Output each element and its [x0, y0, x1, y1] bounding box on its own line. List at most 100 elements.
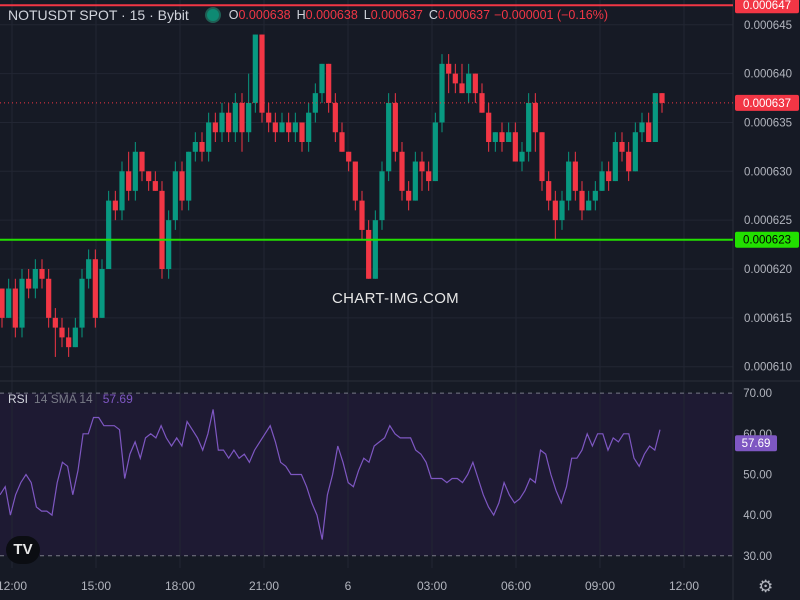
- price-tag-label: 0.000637: [743, 98, 791, 110]
- x-tick-label: 15:00: [81, 579, 111, 593]
- tradingview-logo[interactable]: TV: [6, 536, 40, 564]
- candle-body: [586, 200, 592, 211]
- candle-body: [59, 327, 65, 338]
- candle-body: [199, 142, 205, 152]
- candle-body: [626, 151, 632, 172]
- candle-body: [39, 269, 45, 279]
- rsi-header: RSI 14 SMA 14 57.69: [8, 392, 133, 406]
- candle-body: [419, 161, 425, 172]
- high-value: 0.000638: [305, 8, 358, 22]
- candle-body: [232, 102, 238, 133]
- candle-body: [212, 122, 218, 133]
- price-tag: [735, 231, 799, 248]
- candle-body: [406, 190, 412, 201]
- rsi-tick-label: 40.00: [743, 510, 772, 522]
- rsi-value: 57.69: [102, 392, 133, 406]
- candle-body: [659, 93, 665, 103]
- candle-body: [526, 102, 532, 152]
- candle-body: [552, 200, 558, 221]
- rsi-tick-label: 70.00: [743, 388, 772, 400]
- x-tick-label: 09:00: [585, 579, 615, 593]
- candle-body: [539, 132, 545, 182]
- candle-body: [612, 142, 618, 182]
- gear-icon[interactable]: ⚙: [758, 577, 774, 596]
- candle-body: [432, 122, 438, 182]
- candle-body: [499, 132, 505, 142]
- candle-body: [119, 171, 125, 211]
- candle-body: [86, 259, 92, 279]
- candle-body: [632, 132, 638, 172]
- low-value: 0.000637: [370, 8, 423, 22]
- candle-body: [312, 93, 318, 113]
- close-label: C: [428, 8, 438, 22]
- candle-body: [206, 122, 212, 152]
- candle-body: [512, 132, 518, 162]
- candle-body: [292, 122, 298, 133]
- candle-body: [366, 229, 372, 279]
- candle-body: [546, 181, 552, 201]
- candle-body: [306, 112, 312, 142]
- y-tick-label: 0.000640: [744, 69, 792, 81]
- candle-body: [326, 63, 332, 103]
- candle-body: [32, 269, 38, 289]
- rsi-label[interactable]: RSI: [8, 392, 29, 406]
- y-tick-label: 0.000635: [744, 117, 792, 129]
- rsi-line: [0, 409, 661, 540]
- low-label: L: [363, 8, 371, 22]
- candle-body: [72, 327, 78, 348]
- y-tick-label: 0.000610: [744, 362, 792, 374]
- open-label: O: [228, 8, 239, 22]
- candle-body: [6, 288, 12, 318]
- candle-body: [579, 190, 585, 211]
- candle-body: [99, 269, 105, 318]
- rsi-band-fill: [0, 393, 733, 556]
- candle-body: [359, 200, 365, 230]
- candle-body: [272, 122, 278, 133]
- candle-body: [246, 102, 252, 133]
- rsi-tick-label: 50.00: [743, 469, 772, 481]
- y-tick-label: 0.000630: [744, 166, 792, 178]
- candle-body: [492, 132, 498, 142]
- candle-body: [26, 278, 32, 289]
- candle-body: [399, 151, 405, 191]
- candle-body: [379, 171, 385, 221]
- candle-body: [139, 151, 145, 172]
- candle-body: [459, 83, 465, 94]
- candle-body: [346, 151, 352, 162]
- candle-body: [286, 122, 292, 133]
- candle-body: [339, 132, 345, 152]
- symbol-title[interactable]: NOTUSDT SPOT · 15 · Bybit: [8, 7, 189, 23]
- candle-body: [532, 102, 538, 133]
- candle-body: [279, 122, 285, 133]
- candle-body: [192, 142, 198, 152]
- candle-body: [606, 171, 612, 182]
- candle-body: [219, 112, 225, 133]
- candle-body: [166, 220, 172, 269]
- x-tick-label: 6: [345, 579, 352, 593]
- candle-body: [619, 142, 625, 152]
- candle-body: [66, 337, 72, 348]
- candle-body: [46, 278, 52, 318]
- candle-body: [599, 171, 605, 191]
- candle-body: [392, 102, 398, 152]
- chart-header: NOTUSDT SPOT · 15 · Bybit O 0.000638 H 0…: [8, 7, 612, 23]
- candle-body: [252, 34, 258, 103]
- candle-body: [12, 288, 18, 328]
- price-tag-label: 0.000647: [743, 0, 791, 12]
- candle-body: [506, 132, 512, 142]
- candle-body: [19, 278, 25, 328]
- candle-body: [266, 112, 272, 123]
- rsi-tick-label: 30.00: [743, 551, 772, 563]
- candle-body: [412, 161, 418, 201]
- candle-body: [426, 171, 432, 182]
- candle-body: [446, 63, 452, 74]
- x-tick-label: 18:00: [165, 579, 195, 593]
- price-tag-label: 0.000623: [743, 235, 791, 247]
- candle-body: [572, 161, 578, 191]
- candle-body: [332, 102, 338, 133]
- candle-body: [159, 190, 165, 269]
- change-value: −0.000001 (−0.16%): [494, 8, 609, 22]
- x-tick-label: 06:00: [501, 579, 531, 593]
- candle-body: [126, 171, 132, 191]
